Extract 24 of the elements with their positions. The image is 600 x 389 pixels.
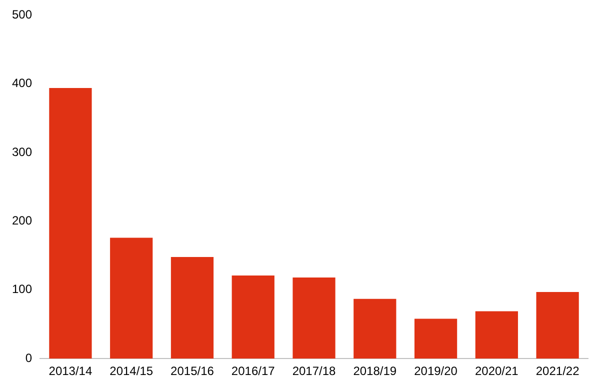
y-tick-label: 300 xyxy=(12,144,32,159)
bar xyxy=(110,238,153,359)
bar xyxy=(354,298,396,359)
y-tick-label: 500 xyxy=(12,8,32,22)
bar xyxy=(536,292,579,359)
bar xyxy=(232,275,274,359)
bar xyxy=(170,256,214,359)
bar xyxy=(414,318,458,359)
x-tick-label: 2014/15 xyxy=(110,364,154,378)
x-tick-label: 2016/17 xyxy=(231,364,276,378)
y-tick-label: 0 xyxy=(25,350,32,365)
y-tick-label: 100 xyxy=(12,282,32,296)
bar xyxy=(49,88,92,359)
x-tick-label: 2019/20 xyxy=(414,364,458,378)
bar xyxy=(475,311,518,359)
y-tick-label: 400 xyxy=(12,76,32,90)
bar xyxy=(292,278,336,359)
y-tick-label: 200 xyxy=(12,214,32,228)
x-tick-label: 2015/16 xyxy=(170,364,214,378)
x-tick-label: 2018/19 xyxy=(353,364,397,378)
x-tick-label: 2020/21 xyxy=(474,364,519,378)
x-tick-label: 2013/14 xyxy=(48,364,92,378)
x-tick-label: 2017/18 xyxy=(292,364,336,378)
x-tick-label: 2021/22 xyxy=(536,364,580,378)
